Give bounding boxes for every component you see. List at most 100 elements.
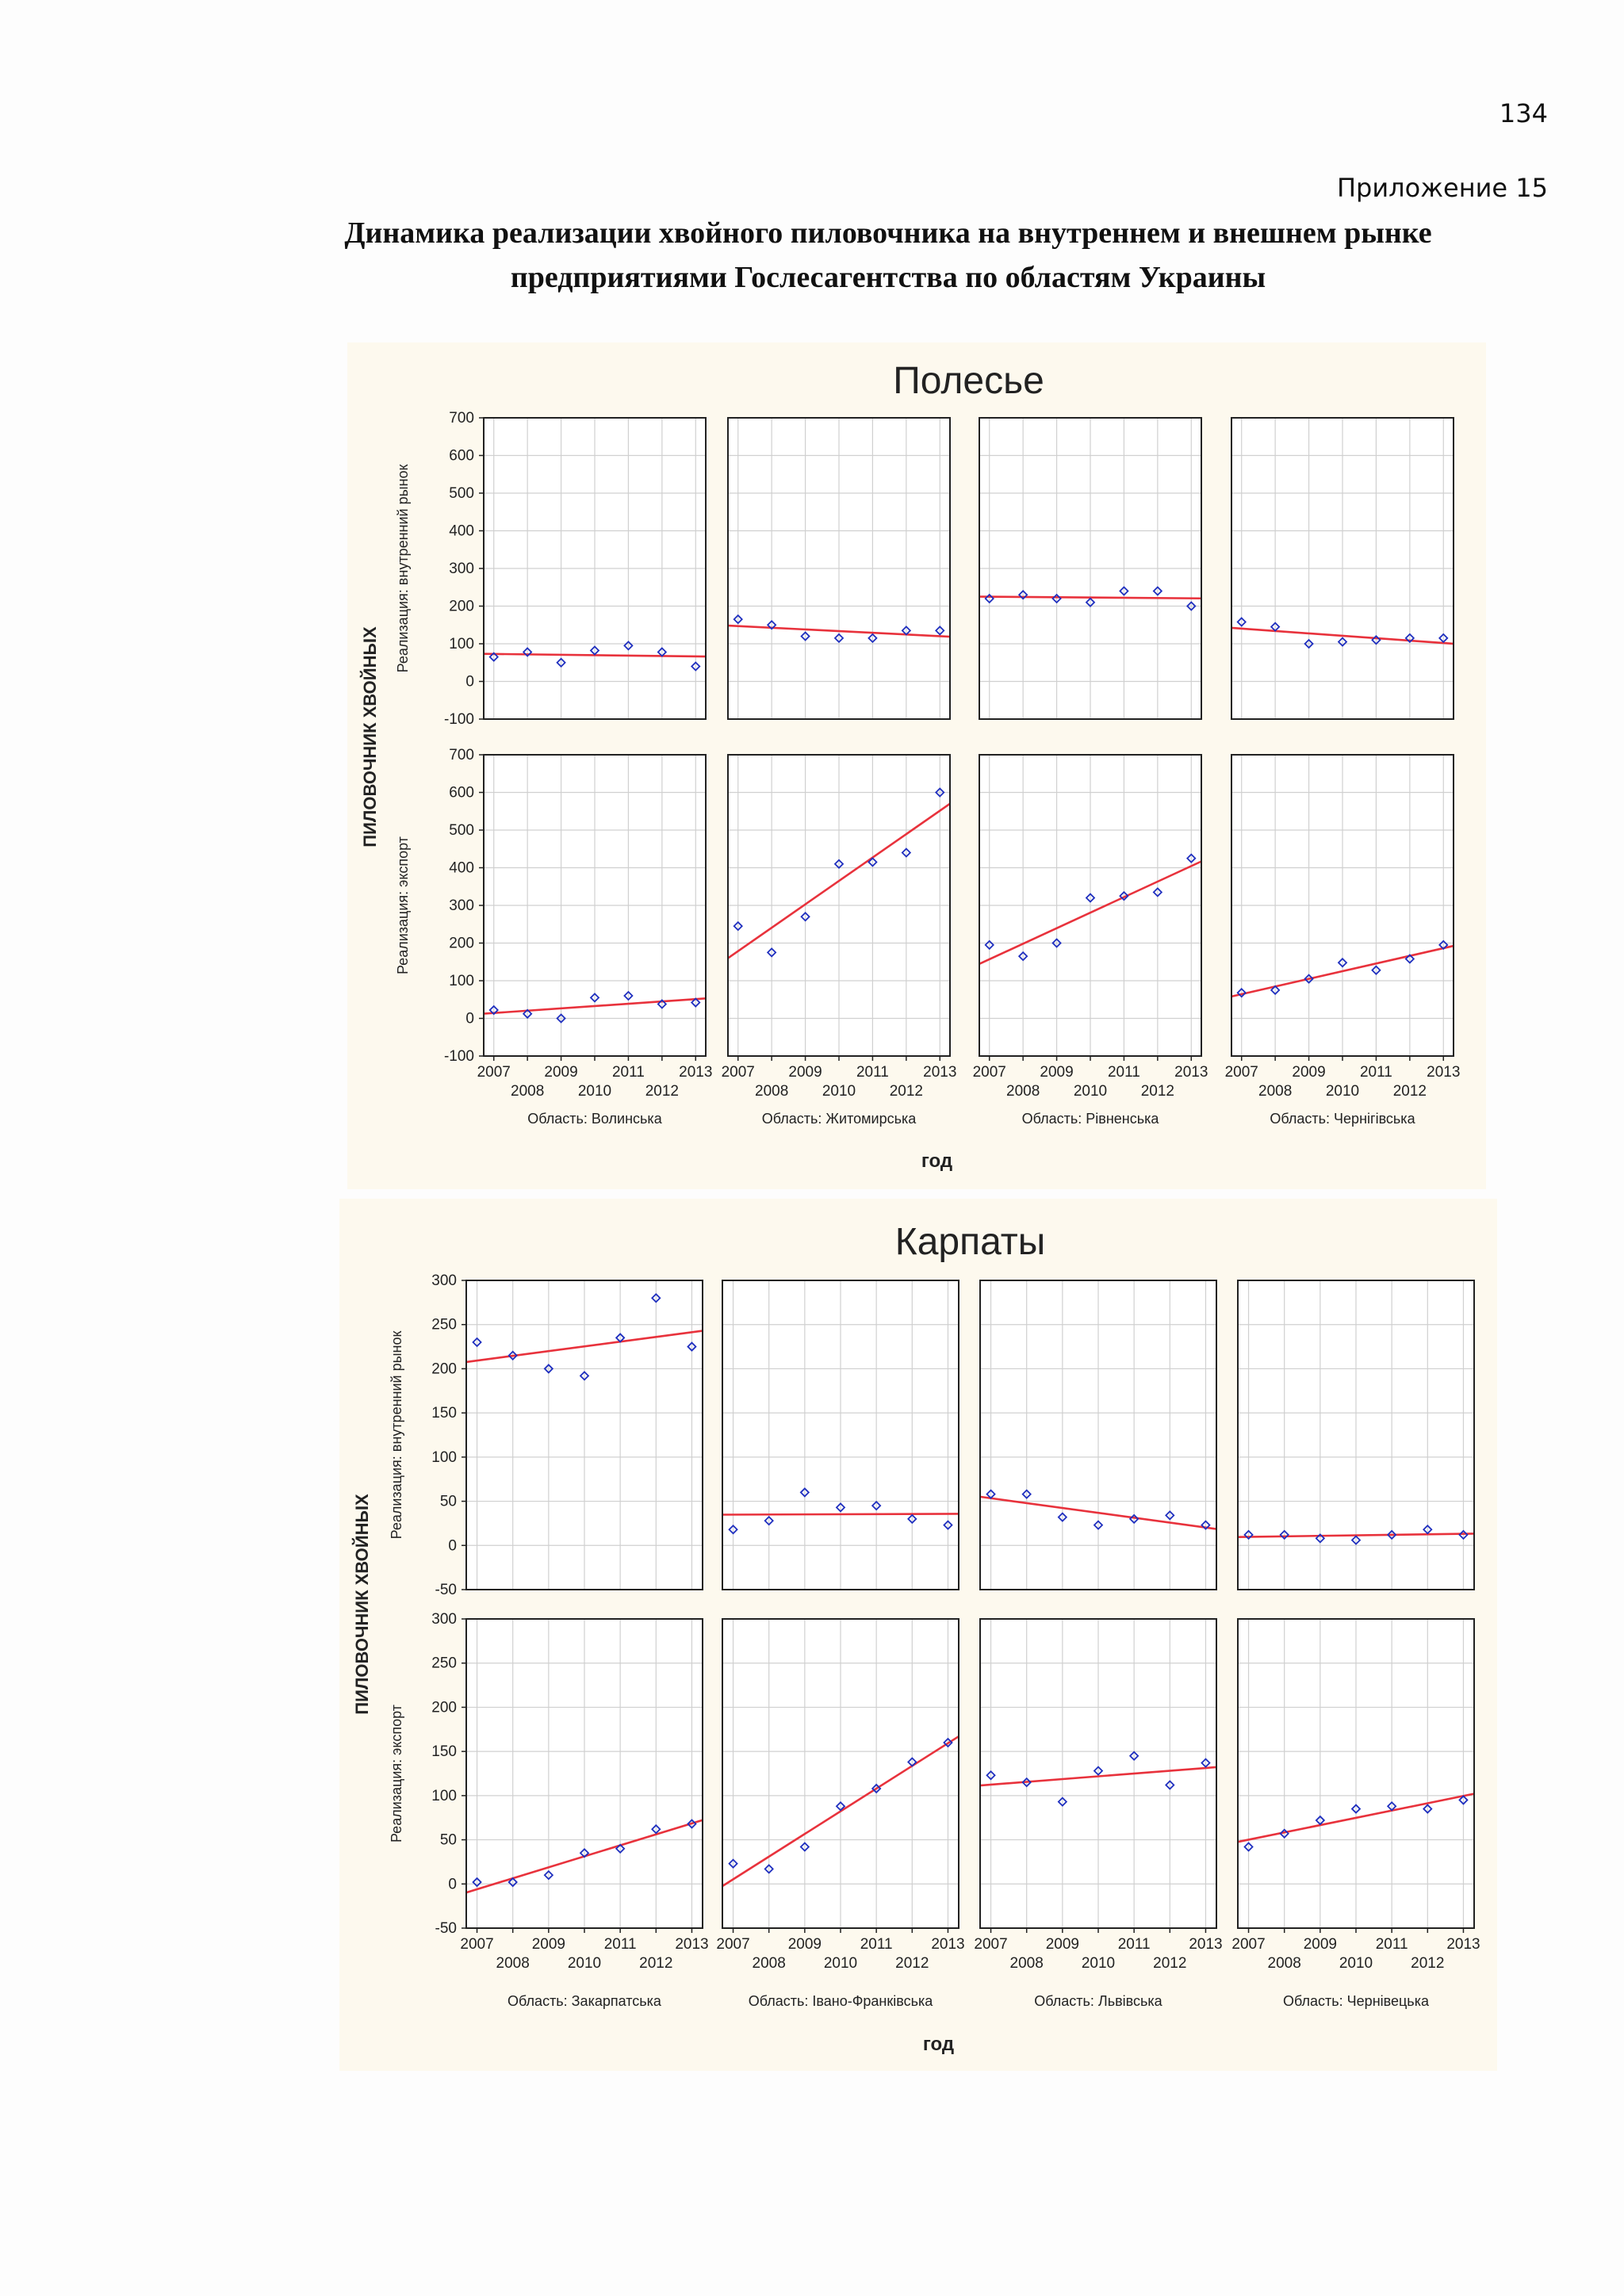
karpaty-chart: Карпаты ПИЛОВОЧНИК ХВОЙНЫХ год Реализация: … xyxy=(352,1221,1480,2055)
trend-line xyxy=(465,1330,703,1364)
x-tick-label: 2013 xyxy=(923,1064,956,1081)
polesye-figure: Полесье ПИЛОВОЧНИК ХВОЙНЫХ год Реализация: … xyxy=(347,342,1486,1189)
y-tick-label: 100 xyxy=(431,1449,457,1466)
data-point xyxy=(615,1843,626,1854)
chart-title: Полесье xyxy=(893,360,1044,402)
y-tick-label: 400 xyxy=(449,523,474,540)
panel-1-export xyxy=(722,1618,959,1929)
data-point xyxy=(472,1337,482,1348)
data-point xyxy=(1051,593,1062,604)
panel-3-export xyxy=(1237,1618,1475,1929)
trend-line xyxy=(1231,944,1454,998)
panel-2-domestic xyxy=(979,1280,1217,1590)
data-point xyxy=(589,645,600,656)
data-point xyxy=(907,1513,917,1525)
y-tick-label: -100 xyxy=(444,711,474,728)
x-tick-label: 2009 xyxy=(1304,1936,1337,1953)
data-point xyxy=(835,1800,846,1812)
region-label: Область: Волинська xyxy=(527,1111,662,1127)
data-point xyxy=(543,1364,554,1374)
x-tick-label: 2012 xyxy=(890,1083,923,1100)
data-point xyxy=(733,920,743,932)
x-tick-label: 2007 xyxy=(1225,1064,1258,1081)
x-tick-label: 2012 xyxy=(895,1955,929,1972)
data-point xyxy=(984,593,994,604)
x-tick-label: 2010 xyxy=(1074,1083,1107,1100)
data-point xyxy=(1315,1533,1326,1544)
panel-3-domestic xyxy=(1231,417,1454,720)
data-point xyxy=(907,1757,917,1767)
data-point xyxy=(1337,637,1348,647)
plot-frame xyxy=(1231,417,1454,720)
data-point xyxy=(764,1864,774,1874)
data-point xyxy=(687,1341,697,1352)
data-point xyxy=(1236,617,1247,627)
row-label-domestic: Реализация: внутренний рынок xyxy=(395,465,411,673)
x-tick-label: 2009 xyxy=(1046,1936,1079,1953)
data-point xyxy=(1371,965,1381,975)
data-point xyxy=(657,647,668,657)
data-point xyxy=(1201,1520,1211,1530)
x-tick-label: 2010 xyxy=(568,1955,601,1972)
data-point xyxy=(1057,1512,1068,1522)
x-tick-label: 2010 xyxy=(578,1083,611,1100)
data-point xyxy=(1017,589,1028,600)
data-point xyxy=(1270,985,1281,996)
data-point xyxy=(488,1004,499,1016)
data-point xyxy=(1386,1529,1397,1540)
data-point xyxy=(1185,601,1197,611)
data-point xyxy=(1165,1510,1175,1521)
data-point xyxy=(543,1869,554,1881)
data-point xyxy=(986,1489,996,1499)
x-tick-label: 2010 xyxy=(822,1083,856,1100)
data-point xyxy=(986,1770,996,1781)
trend-line xyxy=(722,1735,959,1888)
data-point xyxy=(508,1350,518,1360)
panel-1-export xyxy=(727,754,951,1057)
data-point xyxy=(522,1008,533,1020)
region-label: Область: Івано-Франківська xyxy=(749,1993,933,2009)
row-label-domestic: Реализация: внутренний рынок xyxy=(389,1331,404,1540)
data-point xyxy=(766,947,777,958)
data-point xyxy=(901,626,912,636)
y-tick-label: 200 xyxy=(449,599,474,615)
data-point xyxy=(799,1487,810,1498)
data-point xyxy=(1243,1842,1254,1852)
panel-0-domestic xyxy=(465,1280,703,1590)
data-point xyxy=(1119,890,1129,901)
x-tick-label: 2011 xyxy=(1376,1936,1408,1953)
y-tick-label: -50 xyxy=(435,1582,457,1598)
y-tick-label: 50 xyxy=(440,1832,457,1849)
y-tick-label: 100 xyxy=(449,636,474,652)
data-point xyxy=(691,997,701,1008)
data-point xyxy=(1371,634,1381,645)
data-point xyxy=(833,633,845,644)
data-point xyxy=(687,1819,697,1829)
y-tick-label: 200 xyxy=(431,1360,457,1377)
x-tick-label: 2008 xyxy=(1268,1955,1301,1972)
region-label: Область: Закарпатська xyxy=(508,1993,662,2009)
x-tick-label: 2013 xyxy=(1446,1936,1480,1953)
x-tick-label: 2011 xyxy=(1360,1064,1392,1081)
data-point xyxy=(579,1371,590,1381)
data-point xyxy=(800,911,810,922)
x-tick-label: 2011 xyxy=(1118,1936,1151,1953)
data-point xyxy=(984,939,994,951)
trend-line xyxy=(722,1513,959,1516)
appendix-label: Приложение 15 xyxy=(1336,173,1548,203)
data-point xyxy=(728,1524,738,1535)
x-tick-label: 2009 xyxy=(532,1936,565,1953)
data-point xyxy=(1350,1535,1362,1545)
x-tick-label: 2007 xyxy=(974,1936,1007,1953)
data-point xyxy=(579,1848,590,1858)
data-point xyxy=(764,1515,774,1526)
panel-1-domestic xyxy=(727,417,951,720)
title-line-1: Динамика реализации хвойного пиловочника… xyxy=(344,216,1432,250)
trend-line xyxy=(483,997,707,1015)
data-point xyxy=(1165,1780,1175,1790)
region-label: Область: Львівська xyxy=(1034,1993,1162,2009)
x-tick-label: 2010 xyxy=(1339,1955,1373,1972)
x-tick-label: 2010 xyxy=(1326,1083,1359,1100)
data-point xyxy=(1057,1797,1068,1807)
data-point xyxy=(1017,951,1028,962)
